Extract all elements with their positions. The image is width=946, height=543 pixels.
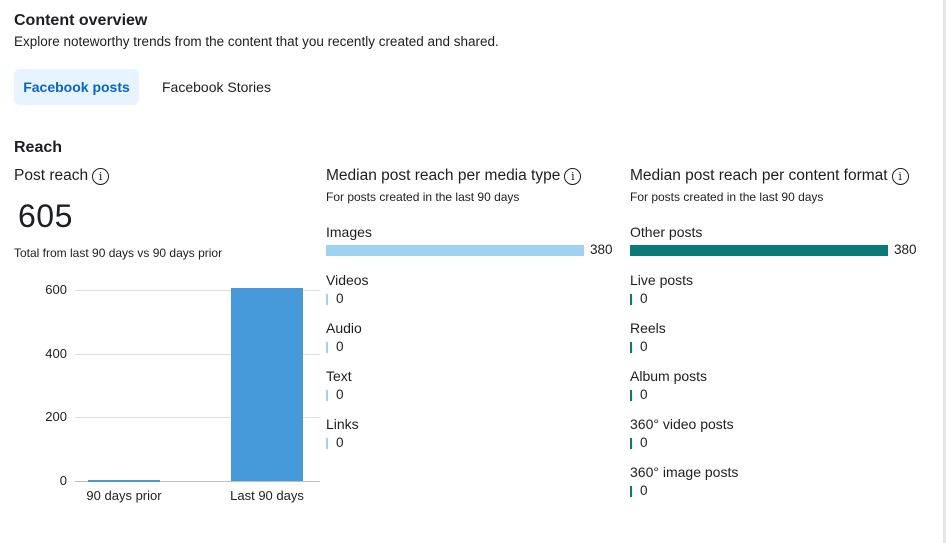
list-item-bar[interactable] bbox=[326, 390, 328, 401]
info-icon[interactable]: i bbox=[891, 167, 909, 185]
panel-divider bbox=[943, 0, 946, 543]
list-item-label: 360° video posts bbox=[630, 416, 734, 432]
list-item-value: 0 bbox=[336, 435, 344, 450]
post-reach-label: Post reach bbox=[14, 167, 89, 184]
chart-x-tick-label: Last 90 days bbox=[230, 488, 304, 503]
list-item-value: 0 bbox=[336, 387, 344, 402]
post-reach-value: 605 bbox=[18, 198, 73, 234]
post-reach-title: Post reach i bbox=[14, 167, 110, 185]
list-item-bar[interactable] bbox=[326, 342, 328, 353]
list-item-value: 0 bbox=[640, 291, 648, 306]
chart-gridline bbox=[75, 290, 320, 291]
list-item-bar[interactable] bbox=[630, 294, 632, 305]
list-item-value: 0 bbox=[640, 483, 648, 498]
tab-facebook-posts[interactable]: Facebook posts bbox=[14, 69, 139, 105]
list-item-bar[interactable] bbox=[630, 342, 632, 353]
reach-heading: Reach bbox=[14, 139, 63, 156]
chart-y-tick-label: 200 bbox=[45, 409, 67, 425]
list-item-label: 360° image posts bbox=[630, 464, 739, 480]
list-item-label: Videos bbox=[326, 272, 369, 288]
list-item-bar[interactable] bbox=[630, 390, 632, 401]
chart-y-tick-label: 400 bbox=[45, 345, 67, 361]
content-format-label: Median post reach per content format bbox=[630, 167, 888, 184]
page-subtitle: Explore noteworthy trends from the conte… bbox=[14, 34, 499, 49]
info-icon[interactable]: i bbox=[92, 167, 110, 185]
list-item-bar[interactable] bbox=[326, 294, 328, 305]
list-item-value: 0 bbox=[640, 435, 648, 450]
list-item-value: 0 bbox=[336, 339, 344, 354]
chart-y-tick-label: 0 bbox=[59, 473, 67, 488]
media-type-title: Median post reach per media type i bbox=[326, 167, 582, 185]
chart-x-tick-label: 90 days prior bbox=[86, 488, 162, 503]
list-item-bar[interactable] bbox=[630, 245, 888, 256]
list-item-bar[interactable] bbox=[326, 245, 584, 256]
content-format-title: Median post reach per content format i bbox=[630, 167, 909, 185]
list-item-label: Text bbox=[326, 368, 352, 384]
chart-bar-current[interactable] bbox=[231, 288, 303, 481]
list-item-label: Reels bbox=[630, 320, 666, 336]
list-item-value: 0 bbox=[640, 387, 648, 402]
list-item-label: Album posts bbox=[630, 368, 708, 384]
list-item-bar[interactable] bbox=[630, 486, 632, 497]
info-icon[interactable]: i bbox=[564, 167, 582, 185]
chart-gridline bbox=[75, 417, 320, 419]
chart-gridline bbox=[75, 353, 320, 355]
media-type-subtitle: For posts created in the last 90 days bbox=[326, 190, 520, 204]
list-item-label: Links bbox=[326, 416, 359, 432]
list-item-value: 380 bbox=[590, 242, 613, 257]
list-item-bar[interactable] bbox=[630, 438, 632, 449]
chart-gridline bbox=[75, 481, 320, 482]
page-title: Content overview bbox=[14, 12, 148, 29]
list-item-bar[interactable] bbox=[326, 438, 328, 449]
media-type-label: Median post reach per media type bbox=[326, 167, 561, 184]
content-format-subtitle: For posts created in the last 90 days bbox=[630, 190, 824, 204]
chart-y-tick-label: 600 bbox=[45, 282, 67, 297]
list-item-label: Other posts bbox=[630, 224, 703, 240]
list-item-label: Images bbox=[326, 224, 372, 240]
list-item-value: 0 bbox=[640, 339, 648, 354]
list-item-label: Audio bbox=[326, 320, 362, 336]
chart-bar-prior[interactable] bbox=[88, 480, 160, 482]
list-item-label: Live posts bbox=[630, 272, 694, 288]
list-item-value: 380 bbox=[894, 242, 917, 257]
post-reach-note: Total from last 90 days vs 90 days prior bbox=[14, 246, 223, 260]
list-item-value: 0 bbox=[336, 291, 344, 306]
tab-facebook-stories[interactable]: Facebook Stories bbox=[162, 79, 271, 95]
